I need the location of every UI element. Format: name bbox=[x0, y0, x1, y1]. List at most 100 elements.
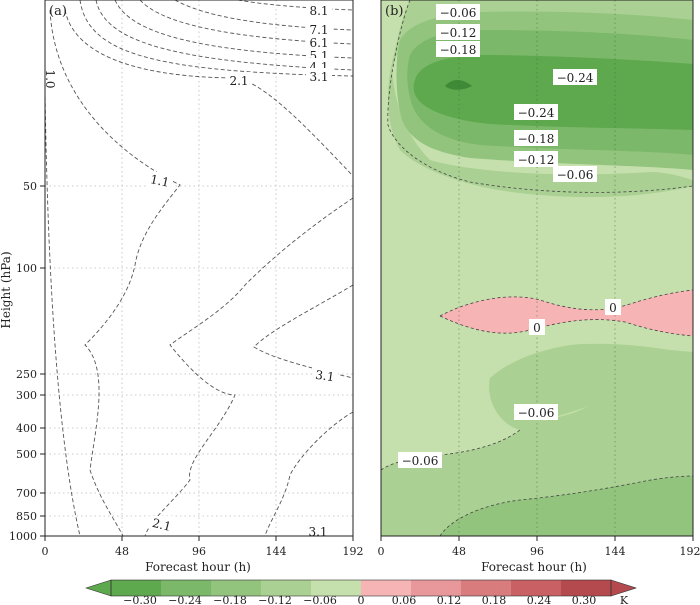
svg-text:3.1: 3.1 bbox=[309, 70, 328, 84]
panel-b-label: (b) bbox=[385, 4, 403, 19]
svg-text:3.1: 3.1 bbox=[314, 368, 335, 385]
ytick-0: 50 bbox=[23, 180, 37, 193]
panel-a-gridlines bbox=[45, 0, 353, 536]
panel-a-ytick-labels: 50 100 250 300 400 500 700 850 1000 bbox=[9, 180, 37, 543]
colorbar-segment bbox=[311, 580, 362, 596]
cbar-tick-5: 0 bbox=[358, 594, 365, 605]
svg-text:0: 0 bbox=[533, 321, 541, 335]
ytick-2: 250 bbox=[16, 368, 37, 381]
panel-a-xticks bbox=[44, 536, 354, 541]
panel-a-xtick-labels: 0 48 96 144 192 bbox=[42, 545, 364, 558]
x-axis-label-a: Forecast hour (h) bbox=[145, 560, 251, 574]
xtick-b-4: 192 bbox=[680, 545, 700, 558]
colorbar-segment bbox=[161, 580, 212, 596]
xtick-a-4: 192 bbox=[343, 545, 364, 558]
colorbar-segment bbox=[361, 580, 412, 596]
cbar-tick-9: 0.24 bbox=[527, 594, 552, 605]
panel-a: 8.1 7.1 6.1 5.1 4.1 3.1 2.1 1.1 3.1 2.1 … bbox=[0, 0, 364, 574]
contour-label-b-2: −0.18 bbox=[436, 41, 480, 57]
colorbar-segment bbox=[261, 580, 312, 596]
xtick-a-1: 48 bbox=[115, 545, 129, 558]
contour-label-b-9: 0 bbox=[529, 319, 545, 335]
svg-text:−0.24: −0.24 bbox=[557, 71, 594, 85]
svg-text:2.1: 2.1 bbox=[229, 74, 248, 88]
contour-label-a-0: 8.1 bbox=[306, 2, 332, 18]
xtick-b-2: 96 bbox=[530, 545, 544, 558]
svg-text:−0.18: −0.18 bbox=[518, 132, 555, 146]
svg-text:1.1: 1.1 bbox=[149, 172, 171, 190]
panel-b-contour-labels: −0.06 −0.12 −0.18 −0.24 −0.24 −0.18 −0.1… bbox=[398, 4, 621, 468]
xtick-a-0: 0 bbox=[42, 545, 49, 558]
svg-text:0: 0 bbox=[609, 301, 617, 315]
cbar-tick-6: 0.06 bbox=[392, 594, 417, 605]
svg-text:−0.12: −0.12 bbox=[518, 153, 555, 167]
svg-text:6.1: 6.1 bbox=[309, 36, 328, 50]
panel-a-label: (a) bbox=[49, 4, 67, 19]
ytick-1: 100 bbox=[16, 262, 37, 275]
svg-text:−0.06: −0.06 bbox=[557, 168, 594, 182]
colorbar-segment bbox=[411, 580, 462, 596]
cbar-tick-3: −0.12 bbox=[258, 594, 292, 605]
svg-text:(b): (b) bbox=[385, 4, 403, 19]
panel-b-xtick-labels: 0 48 96 144 192 bbox=[378, 545, 700, 558]
svg-text:1.0: 1.0 bbox=[43, 69, 57, 88]
colorbar-segments bbox=[111, 580, 612, 596]
contour-label-a-9: 2.1 bbox=[149, 516, 175, 534]
colorbar: −0.30 −0.24 −0.18 −0.12 −0.06 0 0.06 0.1… bbox=[85, 579, 637, 605]
cbar-tick-0: −0.30 bbox=[123, 594, 157, 605]
ytick-8: 1000 bbox=[9, 530, 37, 543]
contour-label-b-0: −0.06 bbox=[436, 4, 480, 20]
xtick-b-0: 0 bbox=[378, 545, 385, 558]
svg-text:−0.24: −0.24 bbox=[518, 106, 555, 120]
panel-a-contour-labels: 8.1 7.1 6.1 5.1 4.1 3.1 2.1 1.1 3.1 2.1 … bbox=[40, 2, 338, 539]
svg-text:2.1: 2.1 bbox=[151, 516, 173, 534]
colorbar-tick-labels: −0.30 −0.24 −0.18 −0.12 −0.06 0 0.06 0.1… bbox=[123, 594, 629, 605]
contour-label-b-11: −0.06 bbox=[398, 452, 442, 468]
contour-label-a-7: 1.1 bbox=[147, 172, 173, 190]
region-neg-030-core bbox=[445, 80, 472, 90]
panel-b-gridlines bbox=[458, 0, 616, 536]
ytick-7: 850 bbox=[16, 510, 37, 523]
colorbar-left-arrow bbox=[85, 579, 112, 597]
panel-b: −0.06 −0.12 −0.18 −0.24 −0.24 −0.18 −0.1… bbox=[378, 0, 700, 574]
ytick-3: 300 bbox=[16, 389, 37, 402]
contour-label-b-10: −0.06 bbox=[514, 404, 558, 420]
svg-text:−0.06: −0.06 bbox=[402, 454, 439, 468]
contour-label-b-4: −0.24 bbox=[514, 104, 558, 120]
svg-text:−0.12: −0.12 bbox=[440, 26, 477, 40]
xtick-a-3: 144 bbox=[266, 545, 287, 558]
contour-label-a-6: 2.1 bbox=[226, 72, 252, 88]
panel-a-contours bbox=[45, 0, 353, 536]
colorbar-segment bbox=[111, 580, 162, 596]
contour-label-b-8: 0 bbox=[605, 299, 621, 315]
contour-label-b-3: −0.24 bbox=[553, 69, 597, 85]
contour-label-b-5: −0.18 bbox=[514, 130, 558, 146]
contour-label-b-1: −0.12 bbox=[436, 24, 480, 40]
ytick-4: 400 bbox=[16, 422, 37, 435]
x-axis-label-b: Forecast hour (h) bbox=[481, 560, 587, 574]
colorbar-frame bbox=[110, 579, 612, 597]
svg-text:(a): (a) bbox=[49, 4, 67, 19]
contour-label-a-11: 1.0 bbox=[40, 66, 57, 92]
region-zero-band bbox=[440, 290, 693, 336]
cbar-tick-2: −0.18 bbox=[213, 594, 247, 605]
svg-text:8.1: 8.1 bbox=[309, 4, 328, 18]
svg-text:7.1: 7.1 bbox=[309, 23, 328, 37]
contour-label-b-7: −0.06 bbox=[553, 166, 597, 182]
svg-text:−0.06: −0.06 bbox=[518, 406, 555, 420]
contour-label-a-10: 3.1 bbox=[305, 524, 331, 539]
panel-a-yticks bbox=[40, 185, 45, 537]
cbar-tick-1: −0.24 bbox=[168, 594, 202, 605]
svg-text:3.1: 3.1 bbox=[308, 525, 327, 539]
y-axis-label: Height (hPa) bbox=[0, 251, 13, 328]
contour-label-a-5: 3.1 bbox=[306, 68, 332, 84]
xtick-b-1: 48 bbox=[452, 545, 466, 558]
region-neg-012-lower bbox=[440, 476, 693, 536]
cbar-tick-4: −0.06 bbox=[303, 594, 337, 605]
cbar-tick-8: 0.18 bbox=[482, 594, 507, 605]
colorbar-segment bbox=[561, 580, 612, 596]
colorbar-segment bbox=[511, 580, 562, 596]
region-neg-024 bbox=[413, 55, 693, 130]
cbar-tick-10: 0.30 bbox=[572, 594, 597, 605]
